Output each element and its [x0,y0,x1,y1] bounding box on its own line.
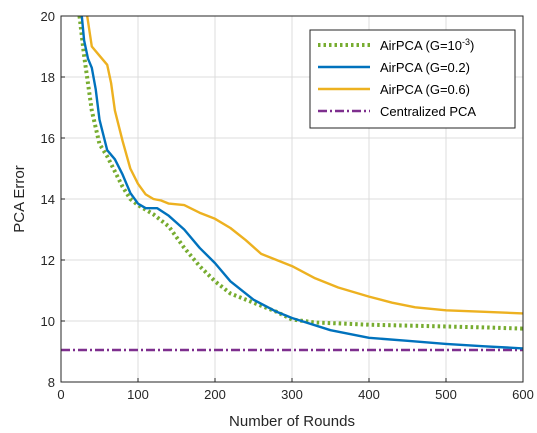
series-line-0 [77,15,524,331]
legend-entry: AirPCA (G=0.2) [380,60,470,75]
x-tick-label: 200 [204,387,226,402]
x-axis-label: Number of Rounds [229,413,355,430]
x-tick-label: 100 [127,387,149,402]
series-line-1 [80,15,524,350]
x-tick-label: 500 [435,387,457,402]
y-tick-label: 20 [41,9,55,24]
ticks: 0 100 200 300 400 500 600 8 10 12 14 16 18 20 [41,9,534,402]
x-tick-label: 0 [57,387,64,402]
y-tick-label: 8 [48,375,55,390]
x-tick-label: 600 [512,387,534,402]
series-layer [61,15,524,352]
legend-entry: AirPCA (G=0.6) [380,82,470,97]
y-tick-label: 12 [41,253,55,268]
legend: AirPCA (G=10-3) AirPCA (G=0.2) AirPCA (G=0… [309,29,516,129]
x-tick-label: 400 [358,387,380,402]
legend-box [309,29,516,129]
y-tick-label: 18 [41,70,55,85]
x-tick-label: 300 [281,387,303,402]
legend-entry: Centralized PCA [380,104,476,119]
y-tick-label: 14 [41,192,55,207]
y-axis-label: PCA Error [11,165,28,233]
series-line-2 [86,15,524,315]
legend-entry: AirPCA (G=10-3) [380,37,474,53]
y-tick-label: 16 [41,131,55,146]
y-tick-label: 10 [41,314,55,329]
